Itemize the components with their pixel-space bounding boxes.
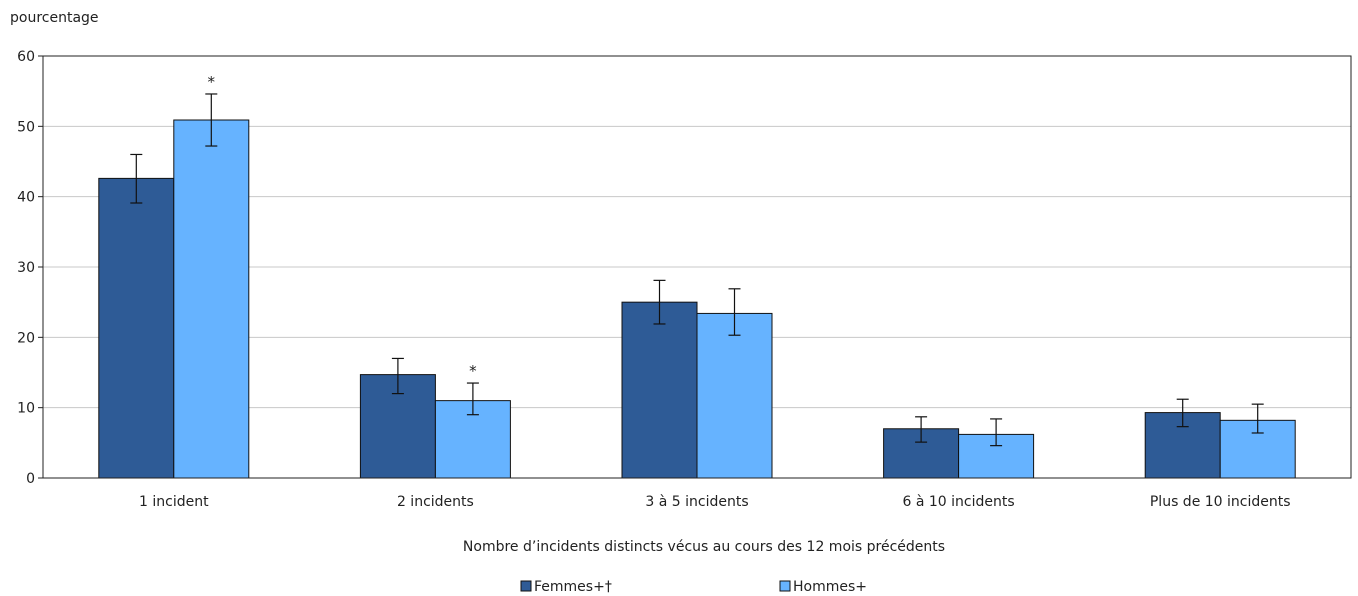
x-tick-label: 1 incident	[139, 494, 209, 510]
significance-marker: *	[208, 73, 216, 91]
legend-label: Femmes+†	[534, 579, 612, 595]
bar	[173, 119, 250, 479]
legend-swatch	[779, 580, 791, 592]
y-tick-labels: 0 10 20 30 40 50 60	[17, 49, 43, 487]
x-tick-label: 3 à 5 incidents	[645, 494, 748, 510]
x-tick-label: 6 à 10 incidents	[903, 494, 1015, 510]
x-tick-labels: 1 incident 2 incidents 3 à 5 incidents 6 à …	[139, 494, 1291, 510]
error-bars	[130, 93, 1264, 447]
significance-marker: *	[469, 362, 477, 380]
gridlines	[43, 125, 1351, 409]
y-axis-title: pourcentage	[10, 10, 99, 26]
x-tick-label: Plus de 10 incidents	[1150, 494, 1291, 510]
bar	[621, 301, 698, 479]
significance-markers: **	[208, 73, 478, 380]
x-axis-title: Nombre d’incidents distincts vécus au co…	[463, 539, 945, 555]
y-tick-label: 0	[26, 471, 35, 487]
y-tick-label: 60	[17, 49, 35, 65]
y-tick-label: 20	[17, 330, 35, 346]
y-tick-label: 10	[17, 401, 35, 417]
bar	[696, 312, 773, 479]
plot-frame	[42, 55, 1352, 479]
y-tick-label: 50	[17, 119, 35, 135]
x-tick-label: 2 incidents	[397, 494, 474, 510]
y-tick-label: 30	[17, 260, 35, 276]
legend-label: Hommes+	[793, 579, 867, 595]
bars	[98, 119, 1296, 479]
y-tick-label: 40	[17, 190, 35, 206]
bar	[98, 177, 175, 479]
legend: Femmes+† Hommes+	[520, 579, 867, 595]
legend-swatch	[520, 580, 532, 592]
